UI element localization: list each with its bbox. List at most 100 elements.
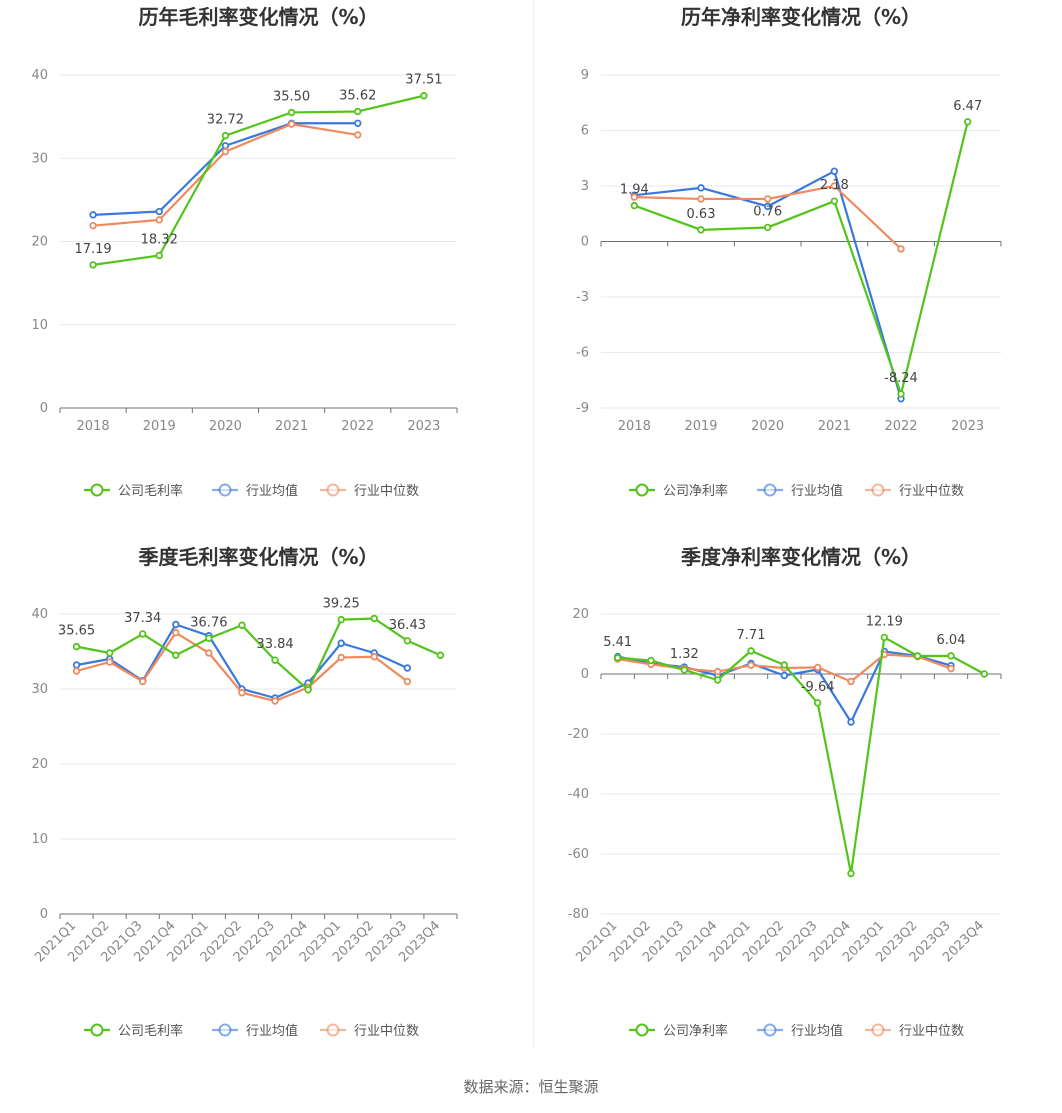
y-tick-label: 40 [31, 607, 48, 622]
series-line [92, 123, 358, 227]
data-point [697, 184, 705, 192]
data-point [713, 676, 722, 684]
data-point [847, 869, 855, 878]
quarterly-gross-margin-svg: 季度毛利率变化情况（%）0102030402021Q12021Q22021Q32… [31, 545, 458, 1039]
x-tick-label: 2021 [818, 419, 851, 434]
data-point [238, 689, 246, 697]
legend-label: 公司净利率 [663, 1023, 728, 1039]
data-point [105, 649, 114, 657]
legend-label: 行业中位数 [899, 1024, 964, 1039]
y-tick-label: -20 [568, 727, 589, 742]
y-tick-label: 0 [40, 907, 48, 922]
y-tick-label: 10 [31, 832, 48, 847]
data-label: 33.84 [256, 637, 293, 652]
data-source-footer: 数据来源：恒生聚源 [463, 1078, 599, 1096]
data-point [436, 651, 445, 659]
data-label: 0.76 [753, 204, 782, 219]
data-label: 1.32 [670, 647, 699, 662]
x-tick-label: 2018 [77, 419, 110, 434]
data-point [947, 652, 955, 660]
y-tick-label: 40 [31, 68, 48, 83]
y-tick-label: -80 [568, 907, 589, 922]
annual-net-margin-chart: 历年净利率变化情况（%） -9 -6 -3 0 3 6 9 2018 2019 2020 2021 20… [531, 0, 1062, 540]
legend-item: 公司净利率 [629, 1023, 728, 1039]
y-tick-label: 9 [581, 68, 589, 83]
y-tick-label: 30 [31, 151, 48, 166]
legend-item: 公司净利率 [629, 483, 728, 499]
x-tick-label: 2020 [209, 419, 242, 434]
x-tick-label: 2023 [407, 419, 440, 434]
data-point [271, 656, 279, 664]
data-label: 5.41 [603, 635, 632, 650]
data-label: -8.24 [884, 371, 918, 386]
data-label: 17.19 [74, 242, 111, 257]
x-tick-label: 2022 [341, 419, 374, 434]
data-point [105, 658, 114, 666]
y-tick-label: 20 [31, 235, 48, 250]
annual-net-margin-svg: 历年净利率变化情况（%） -9 -6 -3 0 3 6 9 2018 2019 2020 2021 20… [576, 5, 1002, 499]
legend-label: 公司毛利率 [118, 1023, 183, 1039]
legend-marker-icon [635, 483, 649, 497]
data-point [830, 167, 839, 175]
data-label: 6.04 [937, 633, 966, 648]
legend-item: 公司毛利率 [84, 483, 183, 499]
data-label: 35.50 [273, 89, 310, 104]
series-line [76, 617, 441, 691]
data-point [72, 661, 81, 669]
legend-label: 行业中位数 [354, 1024, 419, 1039]
legend-marker-icon [90, 483, 104, 497]
x-tick-label: 2019 [143, 419, 176, 434]
data-label: 36.76 [190, 615, 227, 630]
data-label: 1.94 [620, 183, 649, 198]
data-point [172, 651, 180, 659]
y-tick-label: 20 [572, 607, 589, 622]
data-label: 36.43 [389, 618, 426, 633]
data-label: 37.51 [405, 73, 442, 88]
data-point [354, 131, 362, 139]
x-tick-label: 2022 [884, 419, 917, 434]
data-point [697, 226, 705, 234]
y-tick-label: 0 [581, 235, 589, 250]
legend-item: 行业均值 [212, 1023, 298, 1039]
legend-marker-icon [326, 483, 340, 497]
data-label: 39.25 [323, 597, 360, 612]
legend-item: 行业中位数 [865, 1023, 964, 1039]
annual-gross-margin-chart: 历年毛利率变化情况（%） 0 10 20 30 40 2018 2019 2020 2021 202… [0, 0, 531, 540]
data-point [89, 211, 97, 219]
legend-label: 公司净利率 [663, 483, 728, 499]
legend-marker-icon [218, 1023, 232, 1037]
y-tick-label: 30 [31, 682, 48, 697]
data-point [913, 652, 922, 660]
data-point [747, 647, 755, 655]
data-point [897, 245, 905, 253]
data-point [697, 195, 705, 203]
data-point [354, 107, 362, 116]
y-tick-label: 3 [581, 179, 589, 194]
data-point [420, 92, 428, 100]
data-point [172, 620, 180, 629]
data-point [780, 671, 789, 680]
data-point [89, 221, 97, 230]
data-point [271, 697, 279, 705]
y-tick-label: 0 [581, 667, 589, 682]
data-point [630, 201, 639, 210]
x-tick-label: 2018 [618, 419, 651, 434]
data-point [680, 666, 689, 674]
legend-label: 行业均值 [246, 1023, 298, 1039]
legend-label: 行业中位数 [899, 484, 964, 499]
y-tick-label: -6 [576, 346, 589, 361]
series-line [617, 636, 985, 875]
data-point [880, 633, 889, 642]
legend-marker-icon [871, 483, 885, 497]
series-line [92, 94, 425, 266]
data-point [304, 686, 312, 694]
annual-gross-margin-svg: 历年毛利率变化情况（%） 0 10 20 30 40 2018 2019 2020 2021 202… [31, 5, 458, 499]
data-point [980, 670, 989, 678]
data-point [155, 207, 163, 216]
x-tick-label: 2021 [275, 419, 308, 434]
data-label: -9.64 [801, 680, 835, 695]
data-point [205, 649, 213, 657]
data-point [139, 677, 147, 686]
data-point [221, 131, 230, 140]
legend-marker-icon [218, 483, 232, 497]
